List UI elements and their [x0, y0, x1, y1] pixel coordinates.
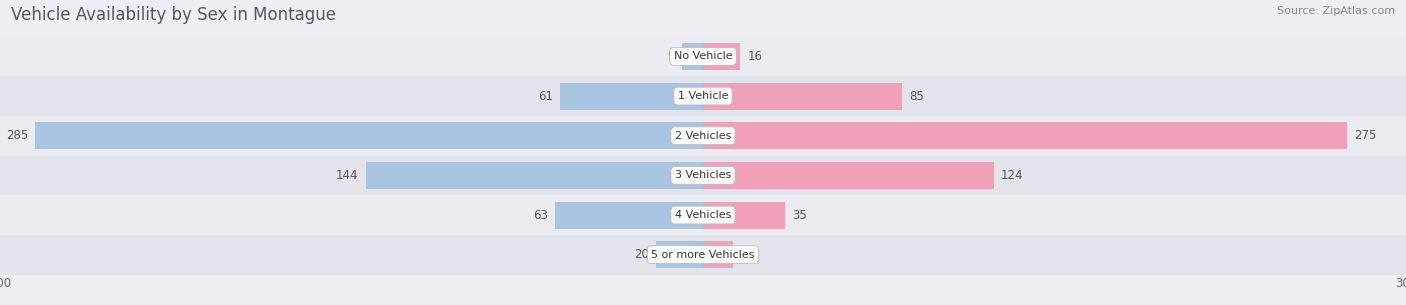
Bar [0, 116, 1406, 156]
Bar [0, 235, 1406, 274]
Text: Source: ZipAtlas.com: Source: ZipAtlas.com [1277, 6, 1395, 16]
Text: 20: 20 [634, 248, 650, 261]
Text: 13: 13 [741, 248, 755, 261]
Bar [703, 43, 741, 70]
Text: 3 Vehicles: 3 Vehicles [675, 170, 731, 180]
Bar [682, 43, 703, 70]
Bar [555, 202, 703, 228]
Text: 285: 285 [6, 129, 28, 142]
Text: 16: 16 [748, 50, 762, 63]
Bar [0, 156, 1406, 195]
Text: 2 Vehicles: 2 Vehicles [675, 131, 731, 141]
Bar [366, 162, 703, 189]
Text: 61: 61 [538, 90, 553, 102]
Bar [703, 83, 903, 109]
Bar [703, 122, 1347, 149]
Text: Vehicle Availability by Sex in Montague: Vehicle Availability by Sex in Montague [11, 6, 336, 24]
Bar [0, 76, 1406, 116]
Bar [0, 195, 1406, 235]
Bar [0, 37, 1406, 76]
Text: 85: 85 [910, 90, 924, 102]
Bar [35, 122, 703, 149]
Text: 275: 275 [1354, 129, 1376, 142]
Text: 4 Vehicles: 4 Vehicles [675, 210, 731, 220]
Bar [657, 241, 703, 268]
Bar [703, 162, 994, 189]
Text: No Vehicle: No Vehicle [673, 52, 733, 61]
Text: 144: 144 [336, 169, 359, 182]
Text: 1 Vehicle: 1 Vehicle [678, 91, 728, 101]
Bar [560, 83, 703, 109]
Text: 124: 124 [1001, 169, 1024, 182]
Text: 63: 63 [533, 209, 548, 221]
Text: 5 or more Vehicles: 5 or more Vehicles [651, 250, 755, 260]
Text: 35: 35 [792, 209, 807, 221]
Text: 9: 9 [668, 50, 675, 63]
Bar [703, 241, 734, 268]
Bar [703, 202, 785, 228]
